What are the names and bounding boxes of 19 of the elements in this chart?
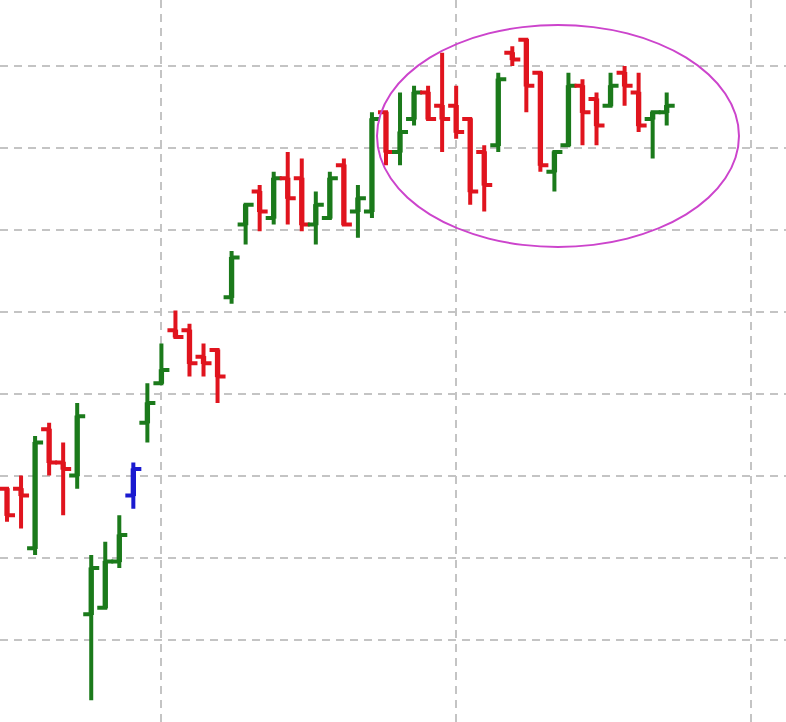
candlestick [11, 473, 32, 531]
candlestick [67, 400, 88, 491]
candlestick [263, 169, 284, 227]
candlestick [572, 77, 593, 148]
candlestick [277, 149, 298, 227]
candlestick [488, 70, 509, 154]
candlestick [446, 83, 467, 141]
candlestick [404, 83, 425, 128]
candlestick [137, 381, 158, 445]
candlestick [123, 460, 144, 511]
candlestick [432, 50, 453, 154]
candlestick [291, 156, 312, 234]
candlestick [390, 90, 411, 168]
candlestick [502, 44, 523, 69]
candlestick [221, 249, 242, 306]
candlestick [81, 552, 102, 703]
candlestick [586, 90, 607, 148]
candlestick [249, 182, 270, 234]
candlestick [25, 433, 46, 557]
